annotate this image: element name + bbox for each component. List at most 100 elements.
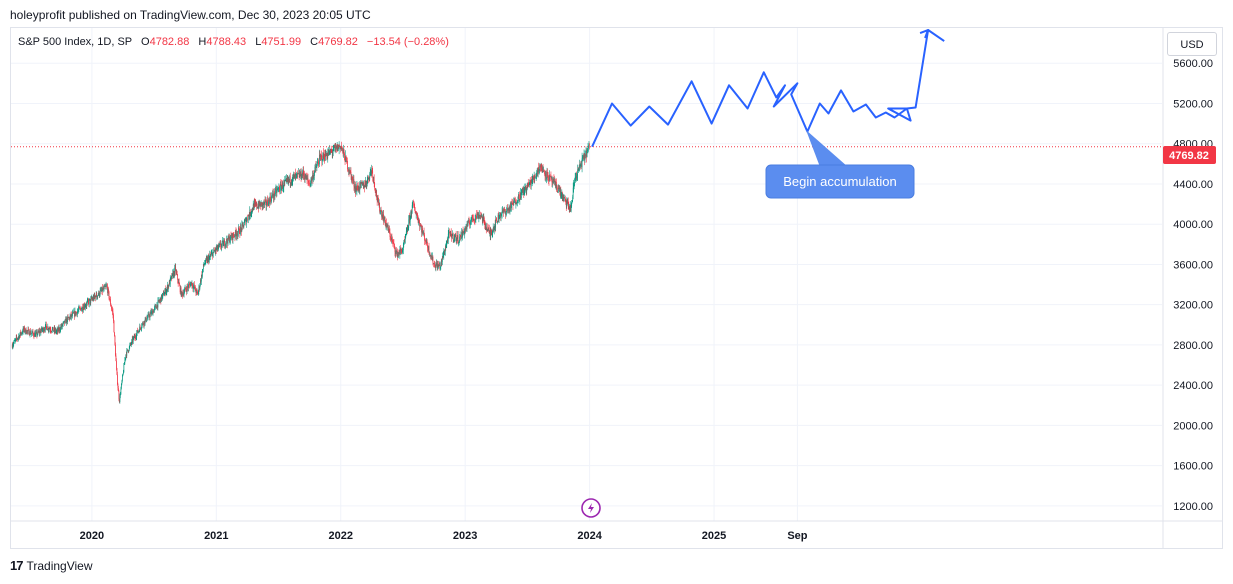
candle-body bbox=[90, 298, 92, 303]
candle-body bbox=[299, 174, 300, 178]
candle bbox=[201, 274, 202, 285]
candle bbox=[91, 296, 93, 302]
candle-body bbox=[468, 220, 469, 222]
candle-body bbox=[257, 207, 259, 208]
candle-body bbox=[453, 237, 455, 240]
candle bbox=[463, 228, 465, 236]
candle bbox=[132, 336, 134, 345]
candle-body bbox=[266, 200, 268, 205]
candle bbox=[188, 281, 189, 292]
candle-body bbox=[446, 241, 448, 245]
candle bbox=[510, 200, 512, 211]
currency-button[interactable]: USD bbox=[1167, 32, 1217, 56]
candle-body bbox=[354, 186, 356, 189]
candle bbox=[535, 172, 537, 182]
candle-body bbox=[170, 277, 172, 279]
candle-body bbox=[185, 287, 186, 290]
candle bbox=[13, 340, 15, 347]
candle-body bbox=[145, 317, 147, 322]
candle bbox=[64, 319, 66, 325]
candle-body bbox=[17, 337, 19, 339]
candle-body bbox=[195, 287, 196, 291]
candle-body bbox=[123, 364, 125, 373]
candle-body bbox=[166, 285, 168, 289]
candle bbox=[235, 229, 236, 240]
candle bbox=[588, 145, 589, 152]
candle-body bbox=[137, 331, 139, 333]
candle bbox=[475, 213, 477, 224]
candle bbox=[454, 232, 456, 238]
candle-body bbox=[88, 299, 90, 305]
candle bbox=[225, 243, 227, 248]
candle bbox=[351, 173, 353, 184]
candle bbox=[258, 199, 260, 209]
candle-body bbox=[146, 320, 147, 322]
candle bbox=[438, 264, 440, 269]
symbol-name[interactable]: S&P 500 Index, 1D, SP bbox=[18, 36, 132, 48]
candle bbox=[19, 331, 21, 337]
candle-body bbox=[259, 201, 260, 206]
candle-body bbox=[420, 224, 421, 226]
candle-body bbox=[194, 287, 196, 289]
candle-body bbox=[346, 161, 348, 162]
candle bbox=[468, 217, 469, 222]
candle bbox=[156, 307, 157, 309]
candle bbox=[456, 234, 458, 244]
candle-body bbox=[233, 233, 234, 236]
candle bbox=[169, 275, 171, 288]
candle bbox=[447, 229, 449, 244]
candle-body bbox=[534, 176, 536, 178]
candle-body bbox=[445, 247, 447, 248]
candle bbox=[541, 165, 543, 173]
candle-body bbox=[465, 226, 467, 230]
candle-body bbox=[311, 178, 312, 182]
candle-body bbox=[121, 380, 123, 384]
candle bbox=[473, 214, 475, 223]
candle-body bbox=[375, 191, 377, 194]
candle bbox=[402, 247, 404, 253]
candle-body bbox=[287, 178, 289, 182]
footer-brand[interactable]: 17 TradingView bbox=[10, 558, 93, 573]
candle bbox=[33, 332, 34, 338]
candle-body bbox=[576, 176, 577, 179]
candle bbox=[454, 234, 456, 242]
candle bbox=[204, 259, 206, 266]
candle bbox=[267, 195, 268, 207]
candle bbox=[348, 169, 350, 177]
candle-body bbox=[279, 187, 280, 191]
candle-body bbox=[189, 284, 191, 287]
candle-body bbox=[573, 185, 575, 188]
candle bbox=[207, 255, 209, 264]
candle-body bbox=[277, 188, 279, 190]
candle-body bbox=[564, 197, 566, 199]
candle-body bbox=[72, 313, 73, 316]
candle bbox=[107, 283, 108, 296]
candle bbox=[573, 182, 575, 190]
candle-body bbox=[202, 264, 204, 269]
candle bbox=[502, 205, 503, 214]
candle bbox=[145, 317, 146, 321]
candle-body bbox=[209, 255, 211, 258]
candle bbox=[71, 313, 72, 321]
candle-body bbox=[563, 195, 565, 198]
candle bbox=[274, 193, 276, 200]
candle-body bbox=[524, 186, 526, 189]
candle bbox=[66, 316, 67, 326]
candle bbox=[297, 173, 299, 175]
candle-body bbox=[307, 178, 308, 179]
candle-body bbox=[430, 255, 431, 257]
candle-body bbox=[186, 286, 188, 292]
candle-body bbox=[423, 232, 425, 236]
candle-body bbox=[26, 333, 27, 334]
candle-body bbox=[554, 180, 556, 183]
candle-body bbox=[425, 242, 427, 244]
projection-path[interactable] bbox=[591, 29, 945, 148]
candle-body bbox=[23, 328, 24, 330]
candle-body bbox=[290, 182, 292, 184]
candle bbox=[68, 316, 69, 319]
candle-body bbox=[96, 296, 98, 298]
candle-body bbox=[43, 330, 45, 332]
candle bbox=[441, 258, 443, 267]
candle bbox=[146, 314, 148, 322]
